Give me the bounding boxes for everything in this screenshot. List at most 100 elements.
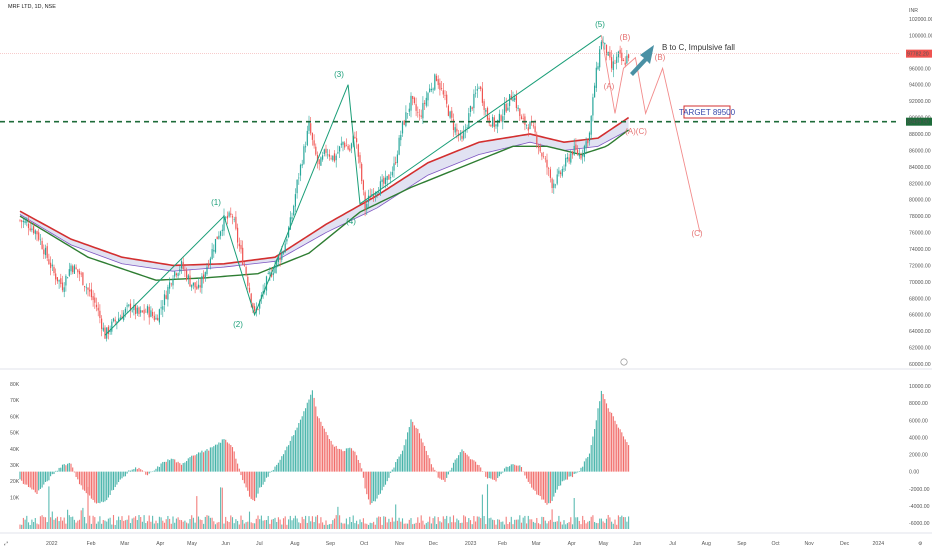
candle-body (303, 146, 305, 164)
oscillator-tick-label: -6000.00 (909, 521, 930, 527)
volume-bar (327, 524, 329, 529)
candle-body (558, 170, 560, 174)
candle-body (425, 97, 427, 106)
volume-bar (133, 517, 135, 529)
oscillator-bar (327, 435, 329, 472)
volume-bar (50, 517, 52, 529)
oscillator-bar (396, 459, 398, 472)
volume-bar (417, 517, 419, 529)
volume-bar (311, 516, 313, 529)
oscillator-bar (172, 458, 174, 472)
candle-body (218, 235, 220, 239)
volume-bar (60, 517, 62, 529)
volume-bar (175, 518, 177, 529)
volume-bar (118, 516, 120, 529)
oscillator-bar (599, 401, 601, 472)
candle-body (237, 227, 239, 243)
volume-bar (408, 519, 410, 529)
volume-bar (398, 517, 400, 529)
volume-bar (452, 515, 455, 529)
oscillator-bar (527, 471, 529, 482)
candle-body (150, 310, 152, 317)
candle-body (82, 272, 84, 286)
candle-body (294, 194, 296, 207)
wave-label: (A)(C) (625, 127, 647, 136)
time-tick-label: Nov (805, 541, 815, 547)
oscillator-bar (391, 469, 393, 472)
candle-body (301, 164, 303, 166)
candle-body (250, 293, 252, 304)
oscillator-bar (590, 445, 592, 472)
oscillator-bar (471, 459, 473, 472)
volume-bar (425, 523, 427, 529)
volume-bar (432, 518, 434, 529)
oscillator-bar (131, 469, 133, 472)
candle-body (429, 88, 431, 93)
oscillator-bar (135, 467, 137, 472)
oscillator-bar (189, 457, 191, 472)
candle-body (165, 295, 167, 299)
oscillator-bar (78, 471, 81, 485)
oscillator-bar (464, 452, 466, 472)
candle-body (254, 306, 256, 311)
elliott-impulse-line (104, 35, 602, 336)
volume-bar (490, 517, 492, 529)
oscillator-bar (128, 470, 130, 472)
oscillator-bar (29, 471, 31, 488)
oscillator-bar (449, 470, 451, 472)
oscillator-bar (146, 471, 149, 476)
candle-body (495, 124, 497, 127)
candle-body (21, 220, 23, 222)
price-tick-label: 72000.00 (909, 263, 931, 269)
candle-body (434, 74, 436, 90)
candle-body (622, 59, 625, 62)
oscillator-bar (228, 443, 230, 472)
candle-body (128, 304, 130, 306)
volume-bar (233, 523, 235, 529)
oscillator-bar (230, 445, 232, 472)
volume-bar (143, 515, 145, 529)
volume-bar (420, 515, 422, 529)
volume-tick-label: 30K (10, 463, 20, 469)
volume-bar (442, 516, 444, 529)
candle-body (503, 103, 506, 115)
volume-bar (48, 486, 50, 529)
candle-body (48, 259, 50, 265)
wave-label: (4) (346, 217, 356, 226)
oscillator-bar (133, 469, 135, 472)
volume-bar (99, 516, 101, 529)
oscillator-bar (250, 471, 252, 499)
oscillator-bar (335, 445, 337, 472)
oscillator-bar (454, 459, 456, 472)
oscillator-bar (531, 471, 533, 488)
oscillator-bar (430, 464, 432, 472)
candle-body (214, 239, 217, 253)
volume-bar (67, 509, 69, 529)
volume-bar (391, 517, 393, 529)
oscillator-bar (284, 450, 286, 472)
volume-bar (250, 522, 252, 529)
candle-body (410, 95, 412, 111)
oscillator-bar (281, 456, 283, 472)
volume-bar (585, 523, 587, 529)
volume-bar (587, 521, 589, 529)
oscillator-bar (373, 471, 375, 502)
volume-bar (174, 522, 176, 529)
volume-bar (19, 524, 21, 529)
volume-bar (320, 517, 322, 529)
volume-bar (376, 517, 378, 529)
volume-bar (70, 516, 72, 529)
candle-body (600, 41, 602, 50)
volume-tick-label: 40K (10, 447, 20, 453)
candle-body (56, 277, 58, 282)
oscillator-bar (238, 468, 240, 472)
oscillator-bar (330, 440, 332, 472)
oscillator-tick-label: 0.00 (909, 470, 919, 476)
oscillator-bar (175, 462, 177, 472)
oscillator-bar (107, 471, 109, 498)
candle-body (276, 259, 278, 268)
candle-body (325, 148, 327, 153)
candle-body (34, 230, 36, 234)
volume-bar (109, 517, 111, 529)
